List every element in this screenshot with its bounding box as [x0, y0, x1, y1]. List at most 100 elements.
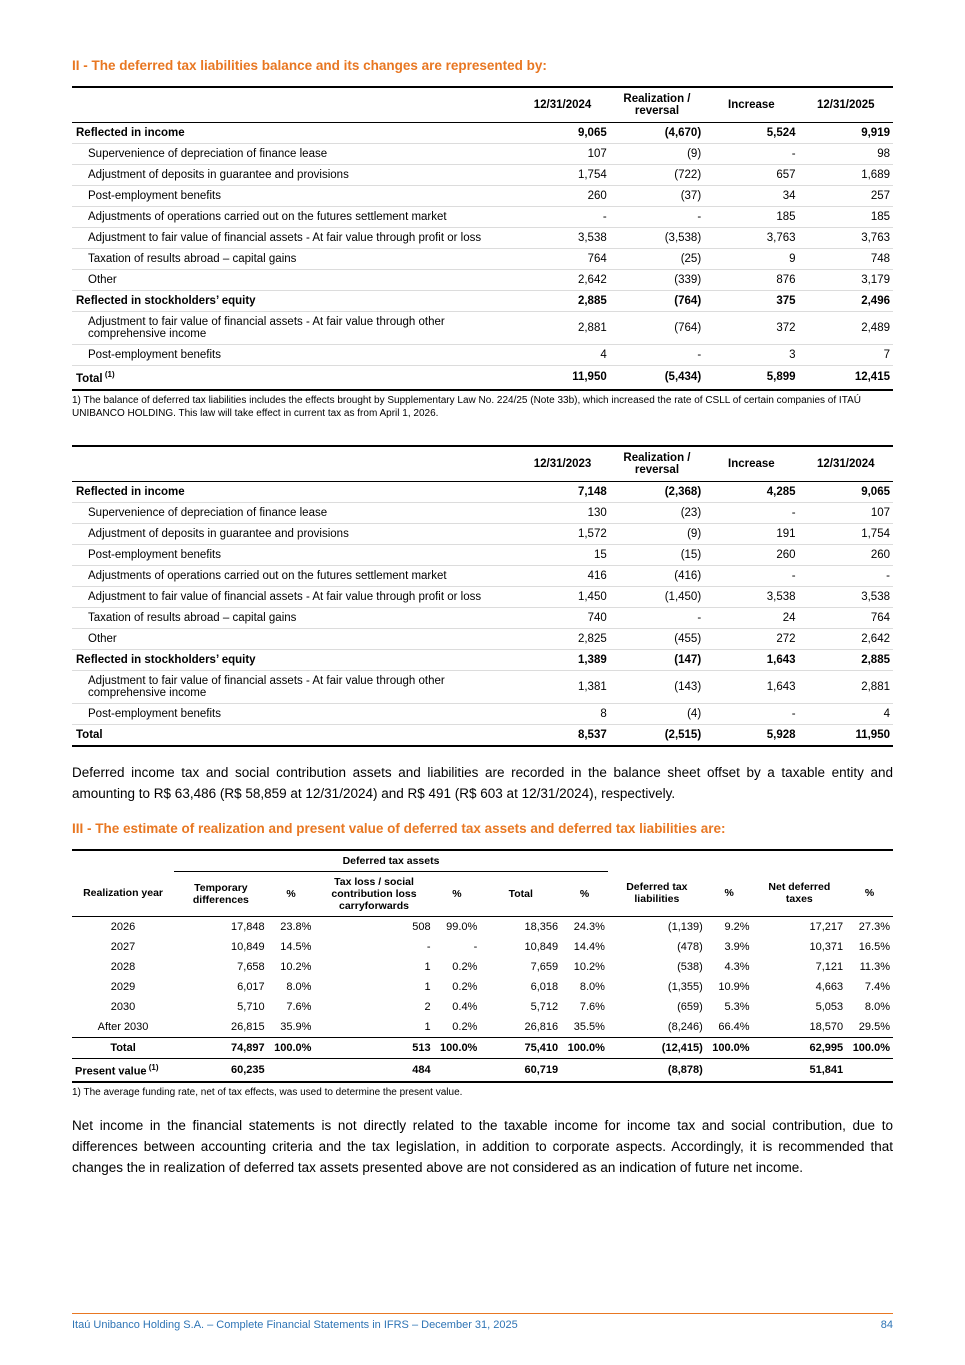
cell-value: 62,995 [809, 1041, 844, 1054]
row-label: Post-employment benefits [88, 190, 221, 202]
cell-value: 60,235 [231, 1064, 265, 1076]
table-row: Taxation of results abroad – capital gai… [72, 249, 893, 270]
cell-value: 14.5% [280, 940, 312, 953]
section-iii-title: III - The estimate of realization and pr… [72, 820, 726, 836]
row-label: Other [88, 274, 117, 286]
cell-value: - [791, 506, 796, 519]
cell-value: 100.0% [852, 1041, 890, 1054]
cell-value: (764) [674, 295, 702, 307]
cell-value: 2,642 [577, 274, 607, 286]
column-group-row: Deferred tax assets [72, 849, 893, 872]
cell-value: 375 [776, 295, 796, 307]
row-label: Total (1) [76, 370, 115, 385]
cell-value: 1,381 [577, 680, 607, 693]
cell-value [268, 1058, 315, 1082]
realization-estimate-table: Deferred tax assets Realization year Tempo… [72, 849, 893, 1084]
cell-value: 1,689 [861, 169, 890, 181]
column-header: Realization / reversal [623, 93, 691, 117]
cell-value: 3,538 [766, 590, 796, 603]
cell-value: 10.2% [280, 960, 312, 973]
cell-value: 2,881 [577, 322, 607, 334]
cell-value: (1,139) [667, 920, 703, 933]
column-header: Temporary differences [192, 881, 249, 906]
cell-value: 8.0% [579, 980, 605, 993]
cell-value: 657 [776, 169, 796, 181]
cell-value: (15) [680, 548, 702, 561]
cell-value: 7.6% [579, 1000, 605, 1013]
column-header: 12/31/2024 [533, 99, 592, 111]
cell-value: (2,368) [664, 485, 702, 498]
cell-value: 107 [587, 148, 607, 160]
cell-value: 17,217 [809, 920, 844, 933]
cell-value: 0.2% [452, 1020, 478, 1033]
cell-value: 100.0% [567, 1041, 605, 1054]
cell-value: 11,950 [572, 371, 607, 384]
cell-value: 26,816 [524, 1020, 559, 1033]
cell-value: (455) [674, 632, 702, 645]
table-row: Post-employment benefits 8 (4) - 4 [72, 703, 893, 725]
cell-value: (416) [674, 569, 702, 582]
cell-value: 2,496 [861, 295, 890, 307]
cell-value: 29.5% [858, 1020, 890, 1033]
cell-value: 1,643 [766, 653, 796, 666]
table-row: Adjustments of operations carried out on… [72, 565, 893, 587]
cell-value: - [791, 707, 796, 720]
row-label: After 2030 [97, 1020, 149, 1033]
column-header: Realization year [83, 887, 164, 900]
table-row: Adjustment to fair value of financial as… [72, 228, 893, 249]
table-row: Taxation of results abroad – capital gai… [72, 607, 893, 629]
table-header-row: 12/31/2024 Realization / reversal Increase… [72, 87, 893, 123]
table-row: Reflected in stockholders’ equity 1,389 (1… [72, 649, 893, 671]
cell-value: 1,450 [577, 590, 607, 603]
row-label: 2026 [110, 920, 136, 933]
cell-value: (25) [680, 253, 702, 265]
cell-value: 99.0% [446, 920, 478, 933]
cell-value: 15 [593, 548, 607, 561]
cell-value: 7,658 [237, 960, 265, 973]
cell-value: - [473, 940, 478, 953]
cell-value: (9) [687, 148, 702, 160]
cell-value: (722) [674, 169, 702, 181]
table-row: Total 8,537 (2,515) 5,928 11,950 [72, 724, 893, 746]
table-row: Reflected in stockholders’ equity 2,885 (7… [72, 291, 893, 312]
cell-value: 7.6% [286, 1000, 312, 1013]
table-row: Adjustment of deposits in guarantee and … [72, 165, 893, 186]
footnote-marker: (1) [146, 1062, 159, 1072]
cell-value: 26,815 [231, 1020, 265, 1033]
cell-value: 3.9% [724, 940, 750, 953]
cell-value: (8,246) [667, 1020, 703, 1033]
cell-value: (12,415) [661, 1041, 703, 1054]
cell-value: 1,389 [577, 653, 607, 666]
cell-value: 7,659 [530, 960, 559, 973]
cell-value: 8 [600, 707, 607, 720]
cell-value: 35.5% [573, 1020, 605, 1033]
cell-value: 100.0% [712, 1041, 750, 1054]
row-label: Adjustment to fair value of financial as… [88, 590, 482, 603]
cell-value: 10.9% [718, 980, 750, 993]
row-label: Reflected in stockholders’ equity [76, 295, 256, 307]
cell-value: - [602, 211, 607, 223]
cell-value: 2,489 [861, 322, 890, 334]
table-row: Adjustment to fair value of financial as… [72, 312, 893, 345]
cell-value: 130 [587, 506, 607, 519]
cell-value: 4 [883, 707, 890, 720]
cell-value: 185 [870, 211, 890, 223]
cell-value: (3,538) [664, 232, 702, 244]
table-row: Adjustments of operations carried out on… [72, 207, 893, 228]
row-label: Adjustments of operations carried out on… [88, 569, 447, 582]
cell-value: 257 [870, 190, 890, 202]
table-row: Adjustment to fair value of financial as… [72, 670, 893, 704]
cell-value: 18,356 [524, 920, 559, 933]
cell-value: 3,538 [577, 232, 607, 244]
deferred-tax-changes-table-2025: 12/31/2024 Realization / reversal Increase… [72, 86, 893, 391]
cell-value: - [697, 211, 702, 223]
cell-value: 260 [870, 548, 890, 561]
row-label: Taxation of results abroad – capital gai… [88, 253, 297, 265]
table-row: 2029 6,017 8.0% 1 0.2% 6,018 8.0% (1,355) 10.9% 4… [72, 977, 893, 997]
cell-value [561, 1058, 608, 1082]
cell-value: (764) [674, 322, 702, 334]
row-label: 2029 [110, 980, 136, 993]
cell-value [434, 1058, 481, 1082]
cell-value: 0.2% [452, 960, 478, 973]
table-row: Other 2,642 (339) 876 3,179 [72, 270, 893, 291]
